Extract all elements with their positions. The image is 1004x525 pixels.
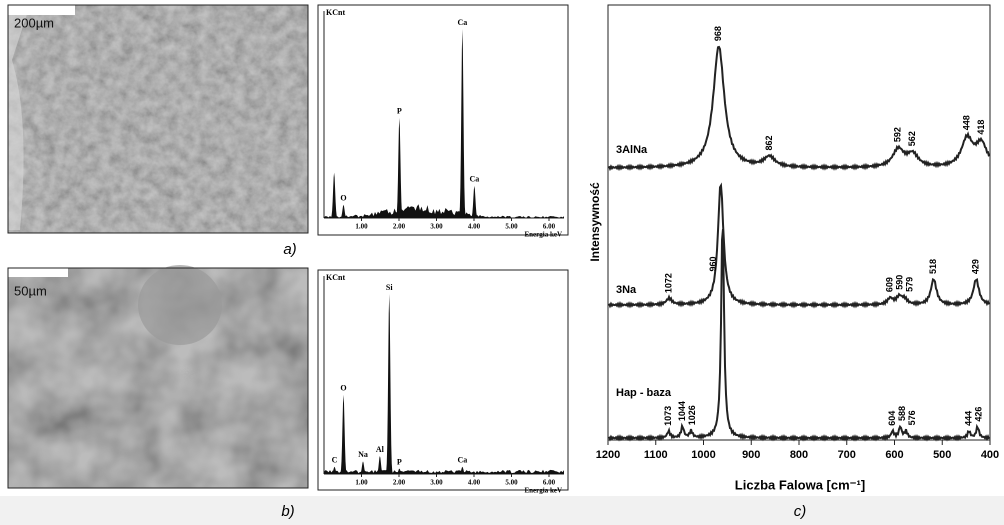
peak-label: 576 [907, 410, 917, 425]
spectrum [608, 229, 990, 442]
caption: a) [283, 241, 296, 258]
eds-peak [384, 294, 395, 474]
x-axis-label: Liczba Falowa [cm⁻¹] [735, 477, 865, 492]
y-axis-label: KCnt [326, 273, 345, 282]
spectrum-name: 3AlNa [616, 144, 648, 156]
peak-label: Na [358, 450, 368, 459]
x-axis-label: Energia keV [524, 487, 562, 495]
peak-label: 518 [928, 259, 938, 274]
x-tick-label: 400 [981, 449, 999, 461]
x-tick-label: 1100 [644, 449, 668, 461]
image-frame [7, 267, 309, 489]
peak-label: Al [376, 445, 385, 454]
peak-label: Si [386, 283, 393, 292]
spectrum-background [324, 204, 564, 218]
x-tick-label: 2.00 [393, 479, 406, 487]
peak-label: Ca [457, 456, 467, 465]
peak-label: 426 [973, 407, 983, 422]
x-tick-label: 700 [838, 449, 856, 461]
x-tick-label: 1.00 [355, 223, 368, 231]
caption: b) [281, 503, 294, 520]
eds-peak [329, 466, 340, 474]
peak-label: 968 [713, 26, 723, 41]
spectrum-background [324, 469, 564, 474]
peak-label: 1044 [677, 401, 687, 421]
eds-peak [338, 394, 349, 474]
peak-label: Ca [469, 175, 479, 184]
peak-label: 579 [905, 277, 915, 292]
x-tick-label: 3.00 [430, 479, 443, 487]
eds-peak [469, 185, 480, 218]
x-tick-label: 500 [933, 449, 951, 461]
peak-label: 590 [895, 275, 905, 290]
spectrum-name: Hap - baza [616, 387, 672, 399]
spectrum [608, 45, 990, 172]
x-tick-label: 3.00 [430, 223, 443, 231]
peak-label: 418 [976, 120, 986, 135]
peak-label: 562 [907, 131, 917, 146]
x-tick-label: 1200 [596, 449, 620, 461]
sem-particle [138, 265, 222, 345]
peak-label: Ca [457, 18, 467, 27]
peak-label: 604 [887, 411, 897, 426]
x-tick-label: 900 [742, 449, 760, 461]
eds-peak [457, 29, 468, 218]
x-tick-label: 4.00 [468, 479, 481, 487]
eds-peak [374, 456, 385, 474]
x-tick-label: 6.00 [543, 223, 556, 231]
sem-highlight [8, 5, 30, 230]
peak-label: 1026 [687, 405, 697, 425]
peak-label: 862 [764, 136, 774, 151]
peak-label: 592 [893, 127, 903, 142]
eds-peak [394, 468, 405, 474]
peak-label: 1073 [663, 406, 673, 426]
x-tick-label: 1000 [691, 449, 715, 461]
eds-peak [338, 204, 349, 218]
y-axis-label: KCnt [326, 8, 345, 17]
peak-label: 444 [963, 411, 973, 426]
eds-peak [358, 461, 368, 474]
image-frame [7, 4, 309, 234]
peak-label: 448 [961, 115, 971, 130]
eds-peak [457, 466, 468, 474]
eds-frame [317, 4, 569, 236]
peak-label: O [340, 384, 346, 393]
peak-label: 1072 [663, 273, 673, 293]
scale-bar [8, 268, 68, 277]
peak-label: 960 [708, 256, 718, 271]
x-tick-label: 2.00 [393, 223, 406, 231]
caption: c) [794, 503, 807, 520]
x-tick-label: 1.00 [355, 479, 368, 487]
peak-label: 429 [971, 259, 981, 274]
peak-label: C [332, 456, 338, 465]
y-axis-label: Intensywność [588, 182, 602, 262]
spectrum [608, 182, 990, 309]
x-axis-label: Energia keV [524, 231, 562, 239]
x-tick-label: 800 [790, 449, 808, 461]
spectrum-name: 3Na [616, 284, 637, 296]
peak-label: P [397, 107, 402, 116]
scale-bar [8, 5, 75, 15]
peak-label: 609 [885, 277, 895, 292]
peak-label: 588 [897, 406, 907, 421]
plot-frame [607, 4, 991, 441]
x-tick-label: 5.00 [505, 479, 518, 487]
eds-peak [394, 117, 405, 218]
scale-label: 200µm [14, 15, 54, 30]
peak-label: P [397, 457, 402, 466]
eds-frame [317, 269, 569, 491]
x-tick-label: 4.00 [468, 223, 481, 231]
x-tick-label: 600 [885, 449, 903, 461]
scale-label: 50µm [14, 283, 47, 298]
x-tick-label: 6.00 [543, 479, 556, 487]
bottom-band [0, 496, 1004, 525]
eds-peak [329, 172, 340, 218]
x-tick-label: 5.00 [505, 223, 518, 231]
sem-tone [8, 5, 308, 233]
peak-label: O [340, 194, 346, 203]
